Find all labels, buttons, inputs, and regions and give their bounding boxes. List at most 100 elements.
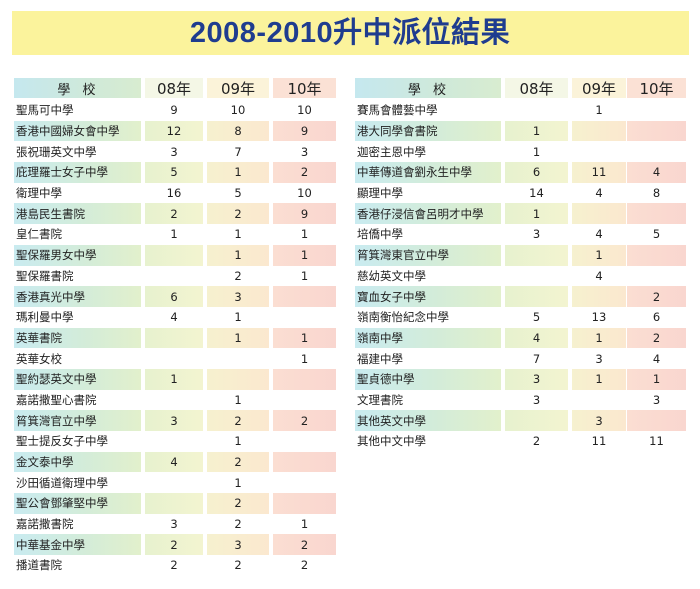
count-2008	[505, 410, 568, 431]
count-2010	[627, 120, 686, 142]
count-2009: 4	[595, 227, 603, 242]
school-name: 顯理中學	[357, 186, 403, 201]
count-2009	[572, 120, 626, 142]
table-row: 香港真光中學 6 3	[14, 286, 336, 307]
count-2008	[145, 493, 203, 514]
count-2009: 2	[207, 203, 269, 225]
count-2009: 1	[207, 244, 269, 266]
table-row: 福建中學 7 3 4	[355, 348, 686, 369]
school-name: 筲箕灣官立中學	[14, 410, 141, 431]
count-2009: 10	[230, 103, 246, 118]
count-2009: 1	[207, 162, 269, 183]
school-name: 金文泰中學	[14, 451, 141, 473]
right-results-table: 學 校 08年 09年 10年 賽馬會體藝中學 1 港大同學會書院 1 迦密主恩中學 1 中…	[355, 78, 686, 452]
school-name: 迦密主恩中學	[357, 144, 426, 159]
count-2010: 4	[627, 162, 686, 183]
school-name: 聖公會鄧肇堅中學	[14, 493, 141, 514]
table-row: 英華書院 1 1	[14, 327, 336, 349]
count-2009: 1	[234, 434, 242, 449]
school-name: 港大同學會書院	[355, 120, 501, 142]
count-2010: 5	[652, 227, 661, 242]
table-header-row: 學 校 08年 09年 10年	[355, 78, 686, 98]
school-name: 港島民生書院	[14, 203, 141, 225]
count-2010	[273, 286, 336, 307]
school-name: 聖士提反女子中學	[16, 434, 108, 449]
count-2008: 9	[170, 103, 178, 118]
count-2009	[572, 141, 626, 162]
table-row: 香港中國婦女會中學 12 8 9	[14, 120, 336, 142]
count-2008: 2	[532, 434, 541, 449]
count-2009: 1	[234, 310, 242, 325]
count-2008	[145, 472, 203, 493]
table-row: 賽馬會體藝中學 1	[355, 100, 686, 121]
count-2008: 2	[170, 558, 178, 573]
table-row: 港島民生書院 2 2 9	[14, 203, 336, 225]
school-name: 其他中文中學	[357, 434, 426, 449]
count-2008: 3	[532, 227, 541, 242]
count-2009: 3	[572, 410, 626, 431]
school-name: 皇仁書院	[16, 227, 62, 242]
count-2009: 2	[234, 268, 242, 283]
school-name: 聖約瑟英文中學	[14, 368, 141, 390]
header-2008: 08年	[505, 78, 568, 98]
header-2009: 09年	[207, 78, 269, 98]
school-name: 中華傳道會劉永生中學	[355, 162, 501, 183]
school-name: 張祝珊英文中學	[16, 144, 97, 159]
table-header-row: 學 校 08年 09年 10年	[14, 78, 336, 98]
count-2009: 3	[207, 534, 269, 556]
count-2008: 1	[532, 144, 541, 159]
school-name: 聖貞德中學	[355, 368, 501, 390]
count-2009: 4	[595, 186, 603, 201]
count-2010	[627, 244, 686, 266]
count-2008: 3	[170, 144, 178, 159]
table-row: 嘉諾撒書院 3 2 1	[14, 514, 336, 535]
count-2009: 1	[572, 244, 626, 266]
table-row: 其他英文中學 3	[355, 410, 686, 431]
header-2008: 08年	[145, 78, 203, 98]
count-2010	[627, 410, 686, 431]
school-name: 播道書院	[16, 558, 62, 573]
count-2010: 1	[300, 517, 309, 532]
count-2009	[207, 368, 269, 390]
count-2009	[572, 203, 626, 225]
table-row: 嶺南衡怡紀念中學 5 13 6	[355, 307, 686, 328]
count-2010: 2	[627, 286, 686, 307]
count-2008: 4	[505, 327, 568, 349]
school-name: 香港仔浸信會呂明才中學	[355, 203, 501, 225]
school-name: 賽馬會體藝中學	[357, 103, 438, 118]
page-title: 2008-2010升中派位結果	[189, 17, 511, 49]
count-2010	[627, 100, 686, 121]
count-2009: 13	[591, 310, 607, 325]
table-row: 文理書院 3 3	[355, 390, 686, 411]
count-2008	[145, 431, 203, 452]
table-row: 嘉諾撒聖心書院 1	[14, 390, 336, 411]
count-2010	[273, 368, 336, 390]
school-name: 衛理中學	[16, 186, 62, 201]
table-row: 顯理中學 14 4 8	[355, 183, 686, 204]
school-name: 其他英文中學	[355, 410, 501, 431]
count-2008	[145, 348, 203, 369]
count-2009: 11	[591, 434, 607, 449]
table-row: 聖士提反女子中學 1	[14, 431, 336, 452]
count-2010: 2	[300, 558, 309, 573]
table-row: 聖保羅男女中學 1 1	[14, 244, 336, 266]
count-2009: 7	[234, 144, 242, 159]
count-2008	[505, 266, 568, 287]
school-name: 庇理羅士女子中學	[14, 162, 141, 183]
count-2008: 6	[505, 162, 568, 183]
count-2008: 16	[166, 186, 182, 201]
count-2009	[207, 348, 269, 369]
count-2008: 4	[170, 310, 178, 325]
count-2010	[273, 431, 336, 452]
count-2010: 1	[300, 351, 309, 366]
school-name: 聖保羅男女中學	[14, 244, 141, 266]
count-2008: 4	[145, 451, 203, 473]
table-row: 培僑中學 3 4 5	[355, 224, 686, 245]
count-2010: 10	[297, 186, 312, 201]
table-row: 英華女校 1	[14, 348, 336, 369]
count-2009: 2	[234, 517, 242, 532]
table-row: 瑪利曼中學 4 1	[14, 307, 336, 328]
count-2009: 3	[595, 351, 603, 366]
count-2010: 9	[273, 120, 336, 142]
header-2009: 09年	[572, 78, 626, 98]
